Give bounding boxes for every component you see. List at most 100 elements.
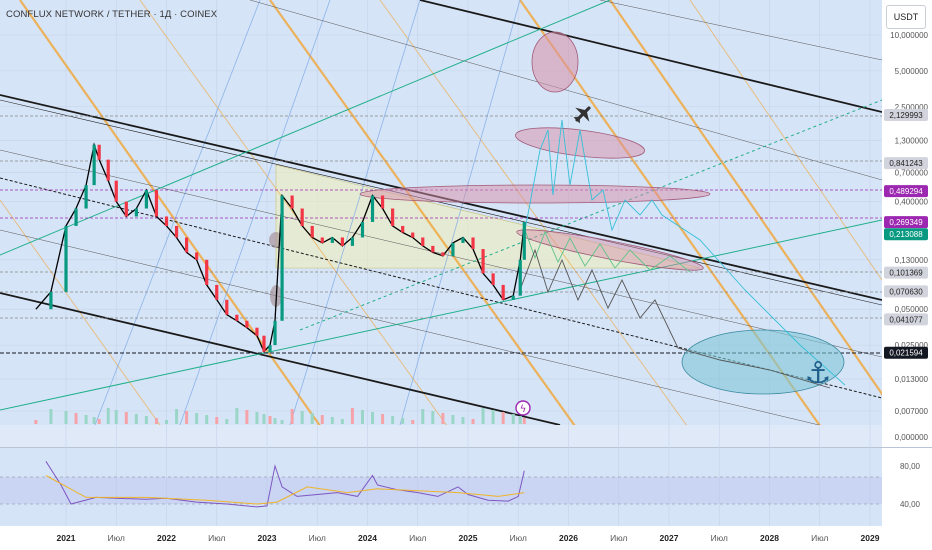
y-tick-label: 0,400000 (895, 198, 929, 207)
price-label: 0,021594 (889, 349, 923, 358)
price-label-bg (884, 157, 928, 170)
volume-bar (300, 411, 304, 424)
x-tick-label: 2024 (358, 533, 377, 543)
ellipse-top (531, 31, 579, 93)
volume-bar (340, 419, 344, 424)
price-candle (84, 185, 88, 209)
price-candle (134, 208, 138, 217)
y-tick-label: 0,013000 (895, 375, 929, 384)
y-tick-label: 0,130000 (895, 256, 929, 265)
volume-bar (441, 413, 445, 424)
x-tick-label: 2027 (660, 533, 679, 543)
price-candle (511, 295, 515, 300)
volume-bar (401, 418, 405, 424)
price-candle (401, 225, 405, 233)
volume-bar (330, 417, 334, 424)
y-tick-label: 2,500000 (895, 103, 929, 112)
price-candle (360, 221, 365, 238)
price-candle (164, 216, 169, 226)
price-label-bg (884, 313, 928, 326)
anchor-icon: ⚓ (805, 356, 832, 391)
price-label-bg (884, 346, 928, 359)
price-label: 0,841243 (889, 159, 923, 168)
time-axis[interactable]: 2021 Июл 2022 Июл 2023 Июл 2024 Июл 2025 Июл 2026 И… (57, 533, 880, 543)
price-candle (421, 237, 425, 246)
y-tick-label: 1,300000 (895, 137, 929, 146)
x-tick-label: Июл (108, 533, 125, 543)
price-candle (340, 237, 344, 246)
ellipse-middle (359, 184, 711, 204)
price-candle (74, 208, 78, 226)
price-candle (97, 144, 101, 160)
volume-bar (471, 419, 475, 424)
x-tick-label: 2026 (559, 533, 578, 543)
price-candle (215, 284, 219, 300)
price-candle (268, 345, 272, 352)
price-candle (205, 259, 209, 285)
x-tick-label: Июл (711, 533, 728, 543)
x-tick-label: 2025 (459, 533, 478, 543)
price-candle (195, 252, 199, 260)
volume-bar (371, 412, 375, 424)
projection-green (524, 229, 691, 273)
price-candle (255, 327, 259, 336)
price-candle (245, 320, 249, 328)
volume-bar (64, 411, 68, 424)
rsi-tick-label: 80,00 (900, 462, 921, 471)
volume-bar (165, 420, 168, 424)
grid-lines (0, 0, 882, 526)
drawing-layer: ⚓ (0, 0, 882, 425)
price-label-bg (884, 228, 928, 241)
time-axis-bg (0, 526, 882, 550)
y-tick-label: 10,000000 (890, 31, 928, 40)
price-label-bg (884, 266, 928, 279)
x-tick-label: Июл (309, 533, 326, 543)
volume-bar (290, 409, 294, 424)
volume-bar (350, 408, 354, 424)
currency-button[interactable]: USDT (886, 5, 926, 29)
ellipse-upper (515, 127, 645, 159)
price-label-bg (884, 285, 928, 298)
price-candle (300, 208, 304, 226)
y-tick-label: 0,700000 (895, 169, 929, 178)
volume-bar (144, 416, 148, 424)
volume-bars (34, 408, 526, 424)
airplane-icon (573, 106, 591, 124)
price-candle (225, 299, 229, 315)
volume-bar (262, 414, 266, 424)
price-candle (411, 232, 415, 238)
y-tick-label: 5,000000 (895, 67, 929, 76)
volume-bar (185, 411, 189, 424)
price-candle (330, 237, 334, 243)
volume-bar (501, 412, 505, 424)
volume-bar (154, 418, 158, 424)
price-candle (350, 237, 355, 246)
volume-bar (461, 417, 465, 424)
volume-axis-label: 0,000000 (895, 433, 929, 442)
projection-grey (519, 248, 831, 389)
volume-bar (273, 418, 277, 424)
volume-bar (421, 409, 425, 424)
volume-bar (255, 412, 259, 424)
x-tick-label: Июл (510, 533, 527, 543)
price-candle (461, 237, 465, 243)
volume-bar (280, 420, 284, 424)
volume-bar (481, 408, 485, 424)
price-candle (310, 225, 314, 238)
volume-bar (195, 413, 199, 424)
price-candle (106, 159, 110, 181)
volume-bar (391, 416, 395, 424)
price-label: 0,101369 (889, 269, 923, 278)
x-tick-label: 2023 (258, 533, 277, 543)
volume-bar (268, 416, 272, 424)
price-candle (154, 190, 159, 217)
volume-strip (0, 425, 882, 447)
price-axis[interactable]: 10,000000 5,000000 2,500000 1,300000 0,70000… (884, 31, 929, 509)
lightning-marker[interactable] (515, 400, 531, 416)
price-label: 0,070630 (889, 287, 923, 296)
price-candle (518, 259, 522, 296)
projection-cyan (524, 119, 846, 386)
rsi-band (0, 477, 882, 504)
price-series-line (35, 142, 525, 353)
price-label-bg (884, 185, 928, 198)
